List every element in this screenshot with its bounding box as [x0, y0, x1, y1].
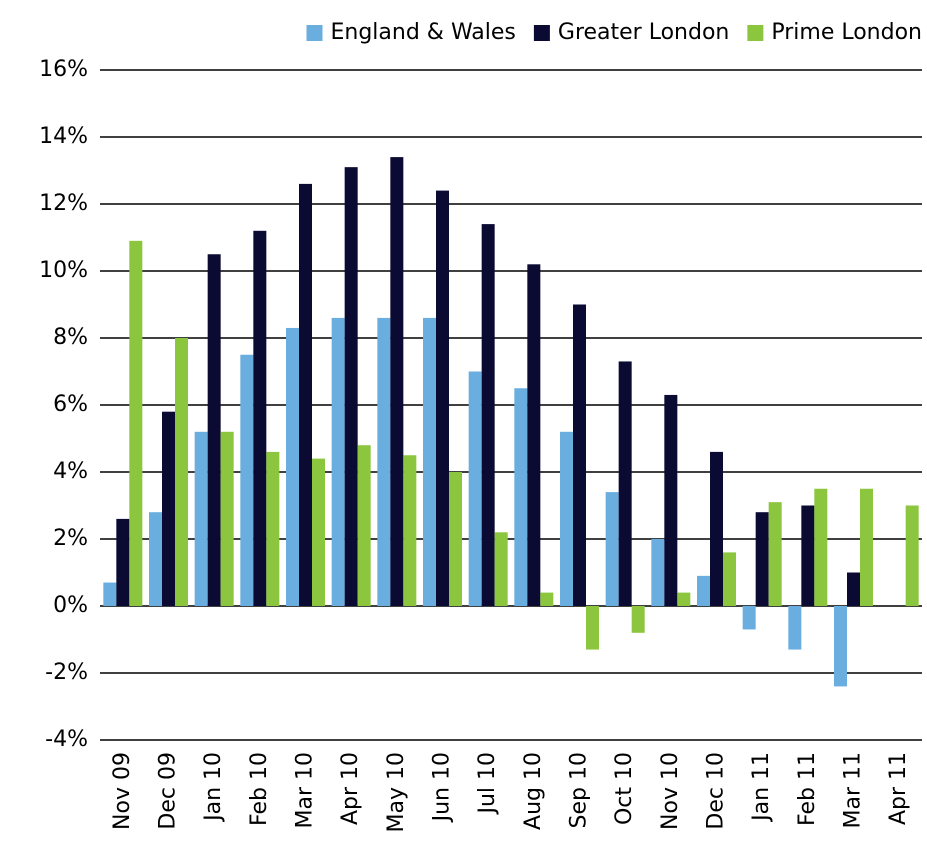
bar: [664, 394, 678, 606]
legend-label: Prime London: [771, 20, 922, 45]
bar: [618, 361, 632, 606]
y-tick-label: -4%: [45, 727, 88, 752]
y-tick-label: 14%: [39, 124, 88, 149]
x-tick-label: Jan 11: [749, 752, 774, 823]
x-tick-label: Apr 11: [886, 752, 911, 825]
legend-swatch: [306, 25, 323, 41]
x-tick-label: Jan 10: [201, 752, 226, 823]
bar: [605, 492, 619, 606]
y-tick-label: 12%: [39, 191, 88, 216]
y-tick-label: 2%: [53, 526, 88, 551]
bar: [527, 264, 541, 606]
bar: [788, 606, 802, 650]
bar: [560, 431, 573, 606]
bar: [286, 327, 299, 606]
x-tick-label: Mar 11: [841, 752, 866, 829]
bar: [436, 190, 449, 606]
bar: [801, 505, 815, 606]
y-tick-label: 6%: [53, 392, 88, 417]
legend-swatch: [533, 25, 550, 41]
x-tick-label: Sep 10: [567, 752, 592, 828]
x-tick-label: Feb 11: [795, 752, 820, 826]
bar: [834, 606, 847, 687]
y-tick-label: 0%: [53, 593, 88, 618]
x-tick-label: Jul 10: [475, 752, 500, 816]
bar: [697, 575, 710, 606]
bar: [299, 183, 312, 606]
bar: [207, 254, 221, 606]
bar: [449, 472, 462, 606]
bar: [710, 451, 723, 606]
y-tick-label: -2%: [45, 660, 88, 685]
bar: [586, 606, 599, 650]
bar: [194, 431, 208, 606]
bar: [423, 317, 436, 606]
bar: [742, 606, 756, 630]
bar: [494, 532, 508, 606]
bar: [240, 354, 254, 606]
x-tick-label: Jun 10: [430, 752, 455, 823]
bar: [631, 606, 645, 633]
bar: [403, 455, 417, 606]
bar: [266, 451, 280, 606]
bar: [677, 592, 691, 606]
bar: [723, 552, 736, 606]
legend-swatch: [747, 25, 764, 41]
y-tick-label: 16%: [39, 57, 88, 82]
bar: [860, 488, 873, 606]
bar: [116, 518, 130, 606]
y-tick-label: 8%: [53, 325, 88, 350]
x-tick-label: Nov 09: [110, 752, 135, 830]
bar: [651, 539, 665, 606]
bar: [103, 582, 117, 606]
bar: [468, 371, 482, 606]
bar: [573, 304, 586, 606]
bar: [377, 317, 391, 606]
bar: [481, 224, 495, 606]
bar: [755, 512, 769, 606]
x-tick-label: Feb 10: [247, 752, 272, 826]
bar: [129, 240, 143, 606]
bar: [847, 572, 860, 606]
x-tick-label: Dec 10: [704, 752, 729, 830]
bar: [357, 445, 371, 606]
bar: [162, 411, 175, 606]
bar: [768, 502, 782, 606]
x-tick-label: Aug 10: [521, 752, 546, 830]
x-tick-label: Oct 10: [612, 752, 637, 825]
x-tick-label: Dec 09: [156, 752, 181, 830]
bar: [814, 488, 828, 606]
x-tick-label: Nov 10: [658, 752, 683, 830]
bar: [331, 317, 345, 606]
y-tick-label: 4%: [53, 459, 88, 484]
bar: [905, 505, 919, 606]
bar: [390, 157, 404, 606]
bar: [540, 592, 554, 606]
bar: [253, 230, 267, 607]
y-tick-label: 10%: [39, 258, 88, 283]
x-tick-label: May 10: [384, 752, 409, 832]
bar: [344, 167, 358, 606]
bar: [220, 431, 234, 606]
bar: [514, 388, 528, 606]
bar: [149, 512, 162, 606]
x-tick-label: Apr 10: [338, 752, 363, 825]
bar: [175, 338, 188, 606]
x-tick-label: Mar 10: [293, 752, 318, 829]
legend-label: England & Wales: [331, 20, 516, 45]
legend-label: Greater London: [558, 20, 729, 45]
bar: [312, 458, 325, 606]
